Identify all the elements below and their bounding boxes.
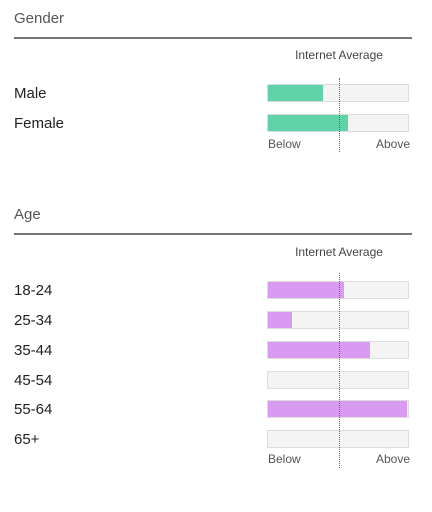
age-label-55-64: 55-64 (14, 401, 53, 418)
gender-average-line (339, 78, 340, 152)
age-bar-fill-18-24 (268, 282, 344, 298)
age-label-35-44: 35-44 (14, 342, 53, 359)
age-bar-fill-55-64 (268, 401, 407, 417)
gender-bar-fill-male (268, 85, 323, 101)
age-scale-below: Below (268, 452, 301, 466)
gender-bar-male (267, 84, 409, 102)
age-scale-above: Above (375, 452, 410, 466)
age-bar-25-34 (267, 311, 409, 329)
gender-scale-below: Below (268, 137, 301, 151)
age-bar-fill-25-34 (268, 312, 292, 328)
age-average-line (339, 273, 340, 468)
age-label-25-34: 25-34 (14, 312, 53, 329)
age-label-45-54: 45-54 (14, 372, 53, 389)
age-bar-55-64 (267, 400, 409, 418)
gender-divider (14, 37, 412, 39)
gender-label-female: Female (14, 115, 65, 132)
age-divider (14, 233, 412, 235)
gender-section-title: Gender (14, 10, 65, 27)
gender-scale-above: Above (375, 137, 410, 151)
age-bar-18-24 (267, 281, 409, 299)
gender-internet-average-label: Internet Average (295, 48, 383, 62)
age-bar-fill-35-44 (268, 342, 371, 358)
age-internet-average-label: Internet Average (295, 245, 383, 259)
age-label-18-24: 18-24 (14, 282, 53, 299)
age-bar-45-54 (267, 371, 409, 389)
age-label-65-plus: 65+ (14, 431, 40, 448)
age-bar-35-44 (267, 341, 409, 359)
age-bar-65-plus (267, 430, 409, 448)
gender-bar-fill-female (268, 115, 348, 131)
age-section-title: Age (14, 206, 41, 223)
gender-label-male: Male (14, 85, 47, 102)
gender-bar-female (267, 114, 409, 132)
